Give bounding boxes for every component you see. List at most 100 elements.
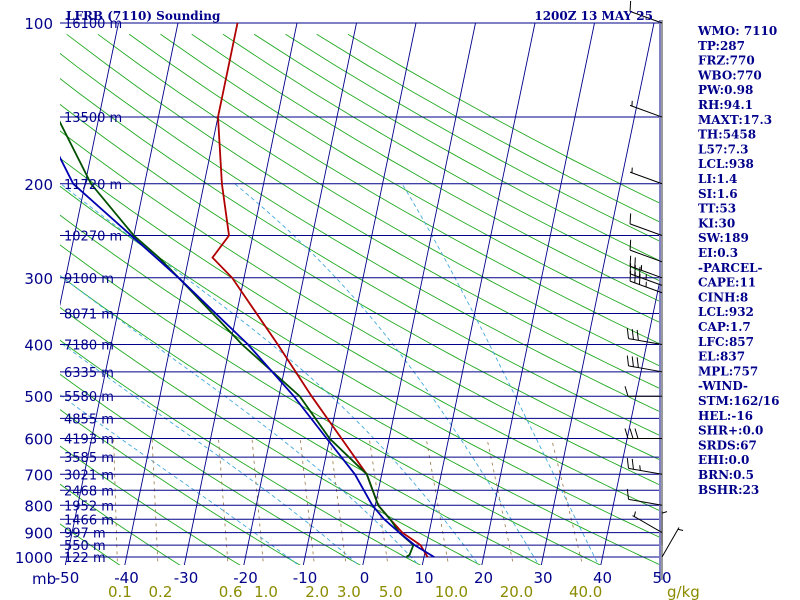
isotherm	[302, 22, 417, 565]
index-entry: BRN:0.5	[698, 468, 754, 482]
dry-adiabat	[60, 52, 659, 412]
mixing-ratio-line	[218, 438, 229, 565]
mixing-ratio-line	[329, 438, 347, 565]
isotherm	[481, 22, 595, 565]
dry-adiabat	[222, 33, 659, 282]
dry-adiabat	[60, 214, 659, 565]
barb-flag	[626, 457, 630, 469]
pressure-tick-label: 800	[24, 497, 53, 515]
index-entry: EI:0.3	[698, 246, 738, 260]
mixing-ratio-label: 1.0	[254, 583, 278, 600]
dry-adiabat	[60, 445, 241, 565]
mixing-ratio-label: 5.0	[379, 583, 403, 600]
index-entry: LCL:932	[698, 305, 754, 319]
pressure-tick-label: 1000	[15, 549, 53, 567]
barb-flag	[631, 356, 634, 367]
index-entry: EL:837	[698, 350, 745, 364]
mixing-ratio-line	[299, 438, 315, 565]
mixing-ratio-line	[368, 438, 389, 565]
index-entry: SHR+:0.0	[698, 424, 763, 438]
moist-adiabat	[401, 183, 599, 565]
isotherm	[600, 282, 659, 565]
wind-barb	[624, 428, 662, 440]
wind-barb	[661, 527, 684, 558]
wind-barb	[661, 511, 668, 546]
wind-barb	[629, 270, 663, 294]
mixing-ratio-label: 20.0	[500, 583, 533, 600]
dry-adiabat	[60, 373, 361, 565]
wind-barb	[626, 355, 663, 373]
skewt-lines	[60, 22, 659, 565]
barb-staff	[629, 223, 663, 236]
temperature-tick-label: 10	[414, 569, 433, 587]
pressure-tick-label: 200	[24, 176, 53, 194]
mixing-ratio-label: 3.0	[337, 583, 361, 600]
height-label: 4855 m	[64, 412, 114, 427]
wind-barb	[629, 167, 663, 185]
moist-adiabat	[234, 183, 540, 565]
wind-barb	[626, 488, 663, 506]
wind-barb	[632, 511, 663, 533]
isotherm	[421, 22, 536, 565]
height-label: 7180 m	[64, 339, 114, 354]
height-label: 550 m	[64, 539, 106, 554]
height-label: 16100 m	[64, 17, 122, 32]
barb-staff	[628, 338, 663, 345]
isotherm	[183, 22, 298, 565]
mixing-ratio-line	[551, 438, 583, 565]
barb-flag	[631, 458, 634, 470]
barb-flag	[638, 274, 641, 285]
barb-staff	[628, 498, 663, 506]
pressure-tick-label: 900	[24, 525, 53, 543]
dry-adiabat	[60, 523, 121, 565]
height-label: 3021 m	[64, 468, 114, 483]
barb-staff	[629, 10, 663, 24]
stability-indices: WMO: 7110TP:287FRZ:770WBO:770PW:0.98RH:9…	[697, 24, 779, 497]
profile-series	[60, 22, 435, 558]
barb-half	[639, 465, 641, 471]
barb-staff	[632, 515, 663, 533]
temperature-tick-label: 30	[533, 569, 552, 587]
mixing-ratio-label: 0.6	[219, 583, 243, 600]
isotherm	[64, 22, 179, 565]
barb-flag	[634, 428, 639, 439]
index-entry: CAPE:11	[698, 276, 756, 290]
pressure-tick-label: 700	[24, 466, 53, 484]
index-entry: TH:5458	[698, 128, 756, 142]
barb-flag	[624, 428, 629, 439]
wind-barb	[629, 213, 663, 236]
barb-half	[633, 511, 636, 517]
height-label: 4193 m	[64, 433, 114, 448]
index-entry: SI:1.6	[698, 187, 738, 201]
barb-flag	[629, 239, 632, 251]
barb-flag	[631, 329, 634, 340]
index-entry: MPL:757	[698, 364, 758, 378]
wind-barb	[629, 100, 663, 118]
temperature-tick-label: 0	[360, 569, 370, 587]
barb-flag	[629, 0, 632, 12]
barb-staff	[629, 104, 663, 118]
barb-flag	[636, 357, 639, 368]
index-entry: LCL:938	[698, 157, 754, 171]
dry-adiabat	[191, 33, 659, 302]
barb-flag	[636, 329, 639, 341]
pressure-tick-label: 300	[24, 270, 53, 288]
temperature-tick-label: -10	[293, 569, 318, 587]
dry-adiabat	[60, 275, 542, 565]
barb-flag	[626, 328, 630, 339]
pressure-unit: mb	[32, 570, 56, 588]
mixing-ratio-line	[486, 438, 514, 565]
height-label: 6335 m	[64, 366, 114, 381]
height-label: 10270 m	[64, 229, 122, 244]
index-entry: WBO:770	[697, 68, 762, 82]
height-label: 8071 m	[64, 308, 114, 323]
height-label: 1466 m	[64, 513, 114, 528]
isotherm	[243, 22, 357, 565]
index-entry: FRZ:770	[698, 54, 755, 68]
axis-labels: 16100 m 13500 m 11720 m 10270 m 9100 m 8071 m…	[15, 15, 672, 600]
index-entry: WMO: 7110	[697, 24, 777, 38]
barb-flag	[626, 488, 630, 500]
dry-adiabat	[60, 157, 659, 511]
barb-staff	[628, 467, 663, 475]
